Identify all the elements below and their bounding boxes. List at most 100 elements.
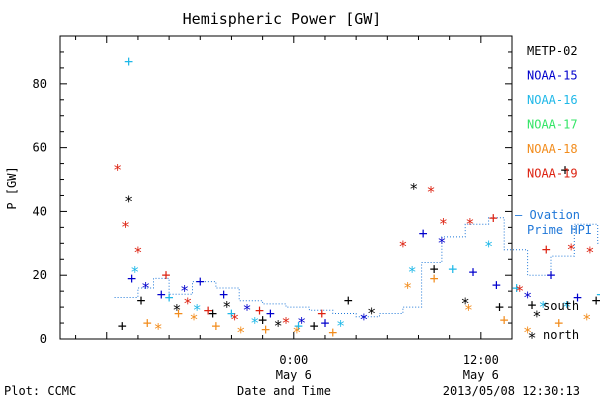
north-point: * — [464, 301, 473, 319]
south-point: + — [143, 314, 152, 332]
south-point: + — [174, 305, 183, 323]
plot-frame — [59, 35, 513, 340]
legend-model-label: — Ovation — [515, 208, 580, 222]
north-point: * — [183, 295, 192, 313]
south-point: + — [127, 269, 136, 287]
south-point: + — [317, 305, 326, 323]
legend-series-label: NOAA-18 — [527, 142, 578, 156]
north-point: * — [439, 215, 448, 233]
footer-timestamp: 2013/05/08 12:30:13 — [443, 384, 580, 398]
north-point: * — [189, 311, 198, 329]
south-point: + — [448, 260, 457, 278]
south-point: + — [546, 266, 555, 284]
north-point: * — [236, 323, 245, 341]
south-point: + — [328, 324, 337, 342]
y-axis: 0 20 40 60 80 — [33, 51, 512, 346]
north-point: * — [121, 218, 130, 236]
x-tick-label-time: 12:00 — [463, 353, 499, 367]
south-point: + — [542, 241, 551, 259]
north-point: * — [515, 282, 524, 300]
north-point: * — [281, 314, 290, 332]
north-point: * — [539, 298, 548, 316]
ovation-model-line — [114, 217, 600, 318]
north-point: * — [484, 237, 493, 255]
north-point: * — [562, 298, 571, 316]
south-point: + — [124, 53, 133, 71]
north-point: * — [242, 301, 251, 319]
south-point: + — [320, 314, 329, 332]
legend-series-label: NOAA-16 — [527, 93, 578, 107]
legend-symbol: * — [527, 329, 536, 347]
south-point: + — [430, 269, 439, 287]
north-point: * — [230, 311, 239, 329]
legend-symbol-label: north — [543, 328, 579, 342]
north-point: * — [461, 295, 470, 313]
north-point: * — [172, 301, 181, 319]
legend-series-label: NOAA-17 — [527, 118, 578, 132]
y-tick-label: 40 — [33, 204, 47, 218]
north-point: * — [532, 308, 541, 326]
north-point: * — [398, 237, 407, 255]
south-point: + — [161, 266, 170, 284]
north-point: * — [133, 244, 142, 262]
north-point: * — [582, 311, 591, 329]
north-point: * — [426, 183, 435, 201]
north-point: * — [567, 241, 576, 259]
south-point: + — [573, 289, 582, 307]
south-point: + — [255, 301, 264, 319]
south-point: + — [204, 301, 213, 319]
chart-title: Hemispheric Power [GW] — [183, 10, 382, 28]
south-point: + — [310, 317, 319, 335]
south-point: + — [512, 279, 521, 297]
south-point: + — [492, 276, 501, 294]
north-point: * — [292, 323, 301, 341]
north-point: * — [222, 298, 231, 316]
south-point: + — [165, 289, 174, 307]
south-point: + — [560, 161, 569, 179]
south-point: + — [118, 317, 127, 335]
north-point: * — [437, 234, 446, 252]
south-point: + — [344, 292, 353, 310]
south-point: + — [261, 320, 270, 338]
north-point: * — [359, 311, 368, 329]
legend-series-label: NOAA-15 — [527, 69, 578, 83]
north-point: * — [141, 279, 150, 297]
south-point: + — [266, 305, 275, 323]
x-tick-label-time: 0:00 — [279, 353, 308, 367]
north-point: * — [523, 288, 532, 306]
south-point: + — [211, 317, 220, 335]
legend-symbol: + — [527, 296, 536, 314]
south-point: + — [430, 260, 439, 278]
south-point: + — [294, 317, 303, 335]
south-point: + — [500, 311, 509, 329]
legend-model-label: Prime HPI — [527, 223, 592, 237]
south-point: + — [136, 292, 145, 310]
north-point: * — [193, 301, 202, 319]
south-point: + — [196, 273, 205, 291]
x-tick-label-date: May 6 — [276, 368, 312, 382]
y-tick-label: 20 — [33, 268, 47, 282]
y-tick-label: 60 — [33, 141, 47, 155]
south-point: + — [468, 263, 477, 281]
legend: METP-02 NOAA-15 NOAA-16 NOAA-17 NOAA-18 NOAA-… — [515, 44, 592, 347]
south-point: + — [258, 311, 267, 329]
ovation-step-line — [114, 217, 600, 318]
y-tick-label: 80 — [33, 77, 47, 91]
south-point: + — [592, 292, 600, 310]
south-point: + — [157, 285, 166, 303]
north-point: * — [408, 263, 417, 281]
north-point: * — [367, 304, 376, 322]
north-point: * — [409, 180, 418, 198]
south-point: + — [419, 225, 428, 243]
data-marks: +*+*+*+*++**+*+*++*++*+*++**+*+**+*+*+*+… — [113, 53, 600, 342]
north-point: * — [465, 215, 474, 233]
north-point: * — [297, 314, 306, 332]
north-point: * — [180, 282, 189, 300]
south-point: + — [489, 209, 498, 227]
north-point: * — [274, 317, 283, 335]
north-point: * — [113, 161, 122, 179]
south-point: + — [227, 305, 236, 323]
north-point: * — [523, 323, 532, 341]
